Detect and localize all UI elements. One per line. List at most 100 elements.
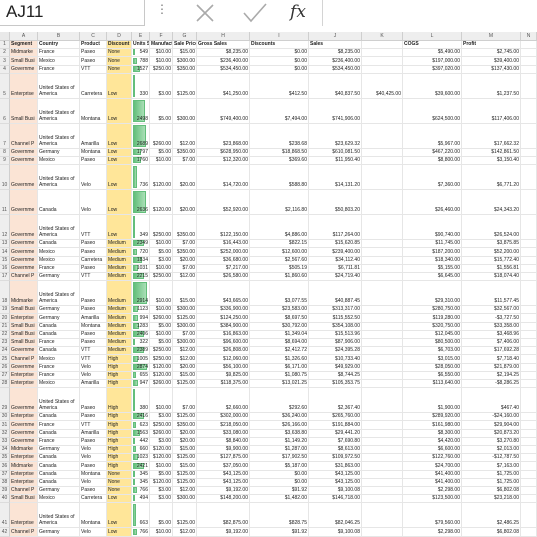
cell-m3[interactable]: $39,400.00 xyxy=(462,57,521,66)
cell-k7[interactable] xyxy=(362,123,403,149)
cell-e8[interactable]: 1797 xyxy=(132,148,150,157)
cell-l13[interactable]: $11,745.00 xyxy=(403,240,462,249)
column-header-c[interactable]: C xyxy=(80,32,107,41)
cell-i9[interactable]: $369.60 xyxy=(250,157,309,166)
cell-c22[interactable]: Paseo xyxy=(80,330,107,339)
cell-c5[interactable]: Carretera xyxy=(80,73,107,99)
cell-c34[interactable]: Velo xyxy=(80,446,107,455)
cell-m25[interactable]: $7,718.40 xyxy=(462,355,521,364)
row-header-2[interactable]: 2 xyxy=(0,49,10,58)
cell-f34[interactable]: $120.00 xyxy=(150,446,173,455)
cell-f9[interactable]: $10.00 xyxy=(150,157,173,166)
cell-e21[interactable]: 1283 xyxy=(132,322,150,331)
cell-b40[interactable]: Mexico xyxy=(38,495,80,504)
row-header-33[interactable]: 33 xyxy=(0,437,10,446)
cell-d11[interactable]: Low xyxy=(107,190,132,216)
row-header-7[interactable]: 7 xyxy=(0,123,10,149)
cell-m26[interactable]: $21,879.00 xyxy=(462,363,521,372)
cell-f4[interactable]: $250.00 xyxy=(150,65,173,74)
cell-g37[interactable]: $125.00 xyxy=(173,470,197,479)
cell-h4[interactable]: $534,450.00 xyxy=(197,65,250,74)
cell-h22[interactable]: $16,863.00 xyxy=(197,330,250,339)
cell-m27[interactable]: $2,194.25 xyxy=(462,371,521,380)
cell-a2[interactable]: Midmarke xyxy=(10,49,38,58)
cell-a21[interactable]: Small Busi xyxy=(10,322,38,331)
cell-d25[interactable]: High xyxy=(107,355,132,364)
cell-b11[interactable]: Canada xyxy=(38,190,80,216)
header-cell-j[interactable]: Sales xyxy=(309,41,362,50)
cell-d26[interactable]: High xyxy=(107,363,132,372)
cell-m24[interactable]: $17,692.28 xyxy=(462,347,521,356)
cell-m28[interactable]: -$8,286.25 xyxy=(462,380,521,389)
cell-c3[interactable]: Paseo xyxy=(80,57,107,66)
row-header-38[interactable]: 38 xyxy=(0,478,10,487)
cell-a22[interactable]: Small Busi xyxy=(10,330,38,339)
cell-b10[interactable]: United States of America xyxy=(38,165,80,191)
cell-b34[interactable]: Germany xyxy=(38,446,80,455)
cell-b20[interactable]: Germany xyxy=(38,314,80,323)
cell-l19[interactable]: $280,750.00 xyxy=(403,306,462,315)
cell-i14[interactable]: $12,600.00 xyxy=(250,248,309,257)
cell-j22[interactable]: $15,513.96 xyxy=(309,330,362,339)
cell-b13[interactable]: Canada xyxy=(38,240,80,249)
cell-k21[interactable] xyxy=(362,322,403,331)
cell-g11[interactable]: $20.00 xyxy=(173,190,197,216)
cell-h28[interactable]: $118,375.00 xyxy=(197,380,250,389)
column-header-k[interactable]: K xyxy=(362,32,403,41)
cell-i28[interactable]: $13,021.25 xyxy=(250,380,309,389)
cell-g18[interactable]: $15.00 xyxy=(173,281,197,307)
cell-b37[interactable]: Canada xyxy=(38,470,80,479)
cell-a42[interactable]: Channel P xyxy=(10,528,38,537)
cell-b22[interactable]: Canada xyxy=(38,330,80,339)
cell-b21[interactable]: Canada xyxy=(38,322,80,331)
cell-c33[interactable]: Paseo xyxy=(80,437,107,446)
cell-j15[interactable]: $34,112.40 xyxy=(309,256,362,265)
cell-j32[interactable]: $29,441.20 xyxy=(309,429,362,438)
cell-b2[interactable]: France xyxy=(38,49,80,58)
cell-k20[interactable] xyxy=(362,314,403,323)
cell-h24[interactable]: $26,808.00 xyxy=(197,347,250,356)
cell-e4[interactable]: 1527 xyxy=(132,65,150,74)
cell-g32[interactable]: $20.00 xyxy=(173,429,197,438)
header-cell-h[interactable]: Gross Sales xyxy=(197,41,250,50)
cell-k33[interactable] xyxy=(362,437,403,446)
cell-i19[interactable]: $23,583.00 xyxy=(250,306,309,315)
cell-n33[interactable] xyxy=(521,437,537,446)
cell-c29[interactable]: Paseo xyxy=(80,388,107,414)
cell-a9[interactable]: Governme xyxy=(10,157,38,166)
cell-f10[interactable]: $120.00 xyxy=(150,165,173,191)
cell-m9[interactable]: $3,150.40 xyxy=(462,157,521,166)
cell-j27[interactable]: $8,744.25 xyxy=(309,371,362,380)
cell-l12[interactable]: $90,740.00 xyxy=(403,215,462,241)
cell-c8[interactable]: Montana xyxy=(80,148,107,157)
cell-a28[interactable]: Enterprise xyxy=(10,380,38,389)
cell-d18[interactable]: Medium xyxy=(107,281,132,307)
cell-f7[interactable]: $260.00 xyxy=(150,123,173,149)
cell-n20[interactable] xyxy=(521,314,537,323)
cell-a6[interactable]: Small Busi xyxy=(10,98,38,124)
cell-h42[interactable]: $9,192.00 xyxy=(197,528,250,537)
cell-b39[interactable]: Germany xyxy=(38,487,80,496)
cell-e16[interactable]: 1031 xyxy=(132,264,150,273)
cell-b14[interactable]: Mexico xyxy=(38,248,80,257)
cell-k34[interactable] xyxy=(362,446,403,455)
cell-a3[interactable]: Small Busi xyxy=(10,57,38,66)
cell-j18[interactable]: $40,887.45 xyxy=(309,281,362,307)
cell-i31[interactable]: $26,166.00 xyxy=(250,421,309,430)
cell-n36[interactable] xyxy=(521,462,537,471)
cell-k40[interactable] xyxy=(362,495,403,504)
cell-h14[interactable]: $252,000.00 xyxy=(197,248,250,257)
cell-e6[interactable]: 2498 xyxy=(132,98,150,124)
cell-j33[interactable]: $7,690.80 xyxy=(309,437,362,446)
cell-f3[interactable]: $10.00 xyxy=(150,57,173,66)
cell-i36[interactable]: $5,187.00 xyxy=(250,462,309,471)
cell-g35[interactable]: $125.00 xyxy=(173,454,197,463)
cell-i34[interactable]: $1,287.00 xyxy=(250,446,309,455)
cell-l26[interactable]: $28,050.00 xyxy=(403,363,462,372)
row-header-13[interactable]: 13 xyxy=(0,240,10,249)
cell-f22[interactable]: $10.00 xyxy=(150,330,173,339)
cell-h39[interactable]: $9,192.00 xyxy=(197,487,250,496)
cell-c12[interactable]: VTT xyxy=(80,215,107,241)
cell-h19[interactable]: $336,900.00 xyxy=(197,306,250,315)
cell-h21[interactable]: $384,900.00 xyxy=(197,322,250,331)
